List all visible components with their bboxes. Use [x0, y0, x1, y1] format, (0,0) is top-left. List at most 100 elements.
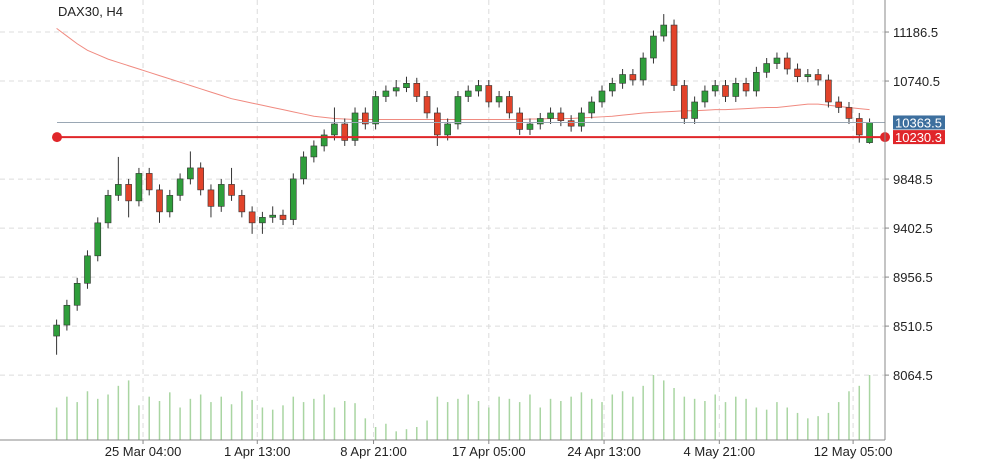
- y-tick-label: 9402.5: [893, 221, 933, 236]
- price-line-handle: [52, 132, 62, 143]
- candle-body: [794, 68, 801, 78]
- x-tick-label: 8 Apr 21:00: [340, 444, 407, 459]
- candle-body: [506, 96, 513, 114]
- candle-body: [238, 195, 246, 213]
- candle-body: [670, 24, 678, 86]
- chart-title: DAX30, H4: [58, 4, 123, 19]
- candle-body: [207, 189, 215, 207]
- candle-body: [845, 107, 853, 119]
- candle-body: [145, 173, 153, 191]
- x-tick-label: 12 May 05:00: [814, 444, 893, 459]
- candle-body: [248, 211, 256, 224]
- price-label-box: [893, 115, 945, 130]
- candle-body: [608, 82, 616, 92]
- candle-body: [115, 184, 122, 196]
- x-tick-label: 25 Mar 04:00: [105, 444, 182, 459]
- candle-body: [619, 74, 626, 84]
- candle-body: [331, 123, 338, 136]
- y-tick-label: 8956.5: [893, 270, 933, 285]
- y-tick-label: 10740.5: [893, 74, 940, 89]
- candle-body: [217, 184, 225, 207]
- moving-average: [56, 27, 870, 121]
- candle-body: [104, 195, 112, 224]
- candle-body: [187, 167, 194, 180]
- candle-body: [63, 304, 71, 326]
- candle-body: [423, 96, 431, 114]
- candle-body: [362, 112, 369, 125]
- candle-body: [84, 255, 91, 284]
- candle-body: [259, 217, 266, 224]
- candle-body: [753, 72, 760, 92]
- candle-body: [454, 96, 462, 125]
- candle-body: [773, 57, 781, 64]
- candle-body: [269, 214, 277, 218]
- candle-body: [289, 178, 297, 220]
- candle-body: [629, 74, 637, 81]
- candle-body: [310, 145, 318, 158]
- candle-body: [341, 123, 349, 141]
- y-tick-label: 9848.5: [893, 172, 933, 187]
- candle-body: [763, 63, 770, 73]
- x-tick-label: 1 Apr 13:00: [224, 444, 291, 459]
- x-tick-label: 24 Apr 13:00: [567, 444, 641, 459]
- candle-body: [300, 156, 307, 180]
- candle-body: [166, 195, 174, 213]
- candle-body: [650, 35, 657, 59]
- candle-body: [197, 167, 204, 191]
- candle-body: [228, 184, 235, 196]
- candle-body: [825, 79, 832, 103]
- candle-body: [320, 134, 328, 147]
- candle-body: [125, 184, 132, 202]
- candle-body: [567, 120, 575, 127]
- candle-body: [434, 112, 441, 136]
- candle-body: [526, 123, 534, 130]
- candle-body: [691, 101, 698, 119]
- candle-body: [835, 101, 842, 108]
- candle-body: [588, 101, 596, 114]
- x-tick-label: 4 May 21:00: [684, 444, 756, 459]
- candle-body: [783, 57, 791, 70]
- candle-body: [681, 85, 688, 119]
- candle-body: [855, 118, 863, 136]
- price-label-box: [893, 130, 945, 145]
- candle-body: [279, 214, 287, 220]
- candle-body: [557, 112, 565, 121]
- candle-body: [156, 189, 163, 213]
- candle-body: [701, 90, 709, 103]
- candle-body: [639, 57, 647, 81]
- candle-body: [403, 82, 410, 88]
- candle-body: [742, 82, 750, 92]
- candle-body: [598, 90, 606, 103]
- price-label: 10230.3: [895, 130, 942, 145]
- candle-body: [53, 324, 60, 337]
- candle-body: [392, 87, 400, 92]
- x-tick-label: 17 Apr 05:00: [452, 444, 526, 459]
- candle-body: [804, 74, 812, 78]
- candle-body: [516, 112, 523, 130]
- candle-body: [578, 112, 585, 127]
- candle-body: [94, 222, 102, 257]
- candle-body: [135, 173, 143, 202]
- candle-body: [485, 85, 493, 103]
- candle-body: [660, 24, 668, 37]
- candle-body: [475, 85, 482, 92]
- candle-body: [711, 85, 719, 92]
- candle-body: [413, 82, 421, 97]
- candle-body: [814, 74, 822, 81]
- candle-body: [464, 90, 472, 97]
- candle-body: [351, 112, 359, 141]
- candle-body: [732, 82, 740, 97]
- candle-body: [444, 123, 451, 136]
- candle-body: [73, 282, 81, 306]
- candle-body: [382, 90, 390, 97]
- candle-body: [536, 118, 544, 125]
- candle-body: [722, 85, 729, 97]
- candle-body: [547, 112, 554, 119]
- y-tick-label: 11186.5: [893, 25, 938, 40]
- candle-body: [866, 122, 873, 143]
- price-label: 10363.5: [895, 115, 942, 130]
- candle-body: [372, 96, 379, 125]
- y-tick-label: 8510.5: [893, 319, 933, 334]
